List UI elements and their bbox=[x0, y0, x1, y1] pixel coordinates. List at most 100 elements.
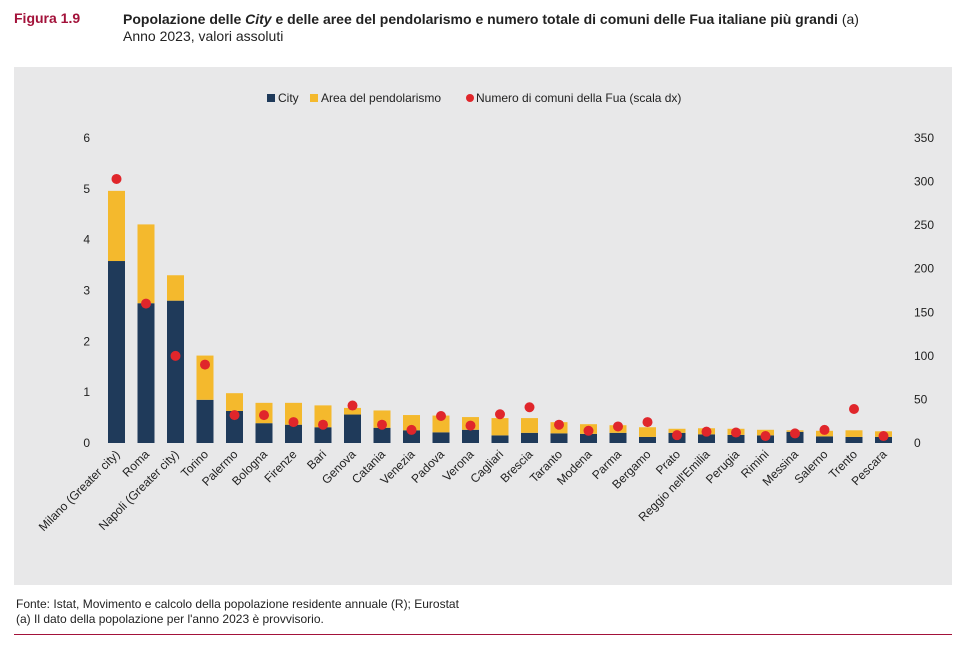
bar-area bbox=[845, 430, 863, 437]
y-left-tick-label: 2 bbox=[83, 334, 90, 348]
dot-comuni bbox=[318, 419, 328, 430]
bar-city bbox=[639, 436, 656, 443]
source-note: Fonte: Istat, Movimento e calcolo della … bbox=[16, 597, 459, 611]
bar-city bbox=[432, 432, 450, 443]
bar-city bbox=[344, 414, 361, 443]
figure-footer: Fonte: Istat, Movimento e calcolo della … bbox=[16, 597, 459, 627]
dot-comuni bbox=[790, 428, 800, 439]
dot-comuni bbox=[849, 404, 859, 415]
dot-comuni bbox=[377, 419, 387, 430]
dot-comuni bbox=[731, 427, 741, 438]
bar-city bbox=[727, 434, 745, 443]
title-note: (a) bbox=[837, 11, 859, 27]
y-right-tick-label: 250 bbox=[914, 218, 934, 232]
y-left-tick-label: 4 bbox=[83, 233, 90, 247]
dot-comuni bbox=[613, 421, 623, 432]
title-part2: e delle aree del pendolarismo e numero t… bbox=[271, 11, 838, 27]
bar-area bbox=[285, 402, 302, 425]
dot-comuni bbox=[583, 425, 594, 436]
bar-city bbox=[580, 433, 597, 443]
dot-comuni bbox=[141, 298, 151, 309]
bar-city bbox=[226, 410, 243, 443]
y-right-tick-label: 100 bbox=[914, 349, 934, 363]
dot-comuni bbox=[642, 417, 653, 428]
legend-swatch-dot bbox=[466, 94, 474, 102]
bar-city bbox=[314, 427, 332, 443]
bar-area bbox=[314, 405, 332, 428]
dot-comuni bbox=[701, 426, 712, 437]
bottom-rule bbox=[14, 634, 952, 635]
bar-city bbox=[698, 434, 715, 443]
y-right-tick-label: 300 bbox=[914, 175, 934, 189]
x-category-label: Padova bbox=[408, 447, 447, 486]
bar-area bbox=[137, 224, 155, 304]
bar-area bbox=[226, 393, 243, 411]
bar-city bbox=[845, 436, 863, 443]
dot-comuni bbox=[170, 350, 181, 361]
bar-city bbox=[137, 303, 155, 443]
y-left-tick-label: 1 bbox=[83, 385, 90, 399]
y-left-tick-label: 0 bbox=[83, 436, 90, 450]
dot-comuni bbox=[465, 420, 476, 431]
bar-area bbox=[432, 415, 450, 433]
figure-title: Popolazione delle City e delle aree del … bbox=[123, 10, 953, 28]
x-category-label: Salerno bbox=[791, 447, 830, 486]
figure-subtitle: Anno 2023, valori assoluti bbox=[123, 28, 284, 44]
bar-city bbox=[491, 435, 509, 443]
y-right-tick-label: 350 bbox=[914, 131, 934, 145]
dot-comuni bbox=[200, 359, 210, 370]
bar-city bbox=[609, 432, 627, 443]
dot-comuni bbox=[229, 410, 240, 421]
dot-comuni bbox=[347, 400, 358, 411]
dot-comuni bbox=[672, 430, 682, 441]
y-right-tick-label: 200 bbox=[914, 262, 934, 276]
bar-area bbox=[108, 190, 125, 262]
dot-comuni bbox=[436, 410, 446, 421]
dot-comuni bbox=[111, 173, 122, 184]
dot-comuni bbox=[495, 409, 505, 420]
bar-city bbox=[462, 429, 479, 443]
bar-area bbox=[491, 418, 509, 436]
title-italic: City bbox=[245, 11, 272, 27]
bar-city bbox=[255, 423, 273, 443]
bar-city bbox=[108, 261, 125, 443]
figure-label: Figura 1.9 bbox=[14, 10, 81, 26]
bar-area bbox=[344, 407, 361, 415]
chart-svg: City Area del pendolarismo Numero di comun… bbox=[36, 91, 934, 534]
chart-panel: City Area del pendolarismo Numero di comun… bbox=[14, 67, 952, 585]
legend-swatch-area bbox=[310, 94, 318, 102]
legend-label-area: Area del pendolarismo bbox=[321, 91, 441, 105]
title-part1: Popolazione delle bbox=[123, 11, 246, 27]
y-right-tick-label: 150 bbox=[914, 305, 934, 319]
y-left-tick-label: 3 bbox=[83, 284, 90, 298]
y-left-tick-label: 6 bbox=[83, 131, 90, 145]
y-right-tick-label: 50 bbox=[914, 392, 928, 406]
dot-comuni bbox=[760, 431, 771, 442]
footnote: (a) Il dato della popolazione per l'anno… bbox=[16, 612, 324, 626]
bar-city bbox=[550, 433, 568, 443]
bar-city bbox=[196, 399, 214, 443]
bar-area bbox=[403, 415, 420, 431]
bar-city bbox=[373, 427, 391, 443]
x-category-label: Firenze bbox=[261, 447, 299, 485]
legend-swatch-city bbox=[267, 94, 275, 102]
dot-comuni bbox=[524, 402, 535, 413]
dot-comuni bbox=[288, 417, 299, 428]
x-category-label: Cagliari bbox=[467, 447, 506, 486]
bar-area bbox=[167, 275, 184, 301]
dot-comuni bbox=[259, 410, 269, 421]
dot-comuni bbox=[878, 431, 889, 442]
bar-city bbox=[403, 430, 420, 443]
y-left-tick-label: 5 bbox=[83, 182, 90, 196]
y-right-tick-label: 0 bbox=[914, 436, 921, 450]
bar-area bbox=[639, 427, 656, 437]
dot-comuni bbox=[819, 424, 830, 435]
bar-city bbox=[521, 432, 538, 443]
bar-city bbox=[285, 424, 302, 443]
x-category-label: Bari bbox=[304, 447, 329, 472]
dot-comuni bbox=[554, 419, 564, 430]
bar-city bbox=[167, 300, 184, 443]
legend-label-dot: Numero di comuni della Fua (scala dx) bbox=[476, 91, 681, 105]
bar-area bbox=[521, 418, 538, 433]
bar-city bbox=[816, 436, 833, 443]
